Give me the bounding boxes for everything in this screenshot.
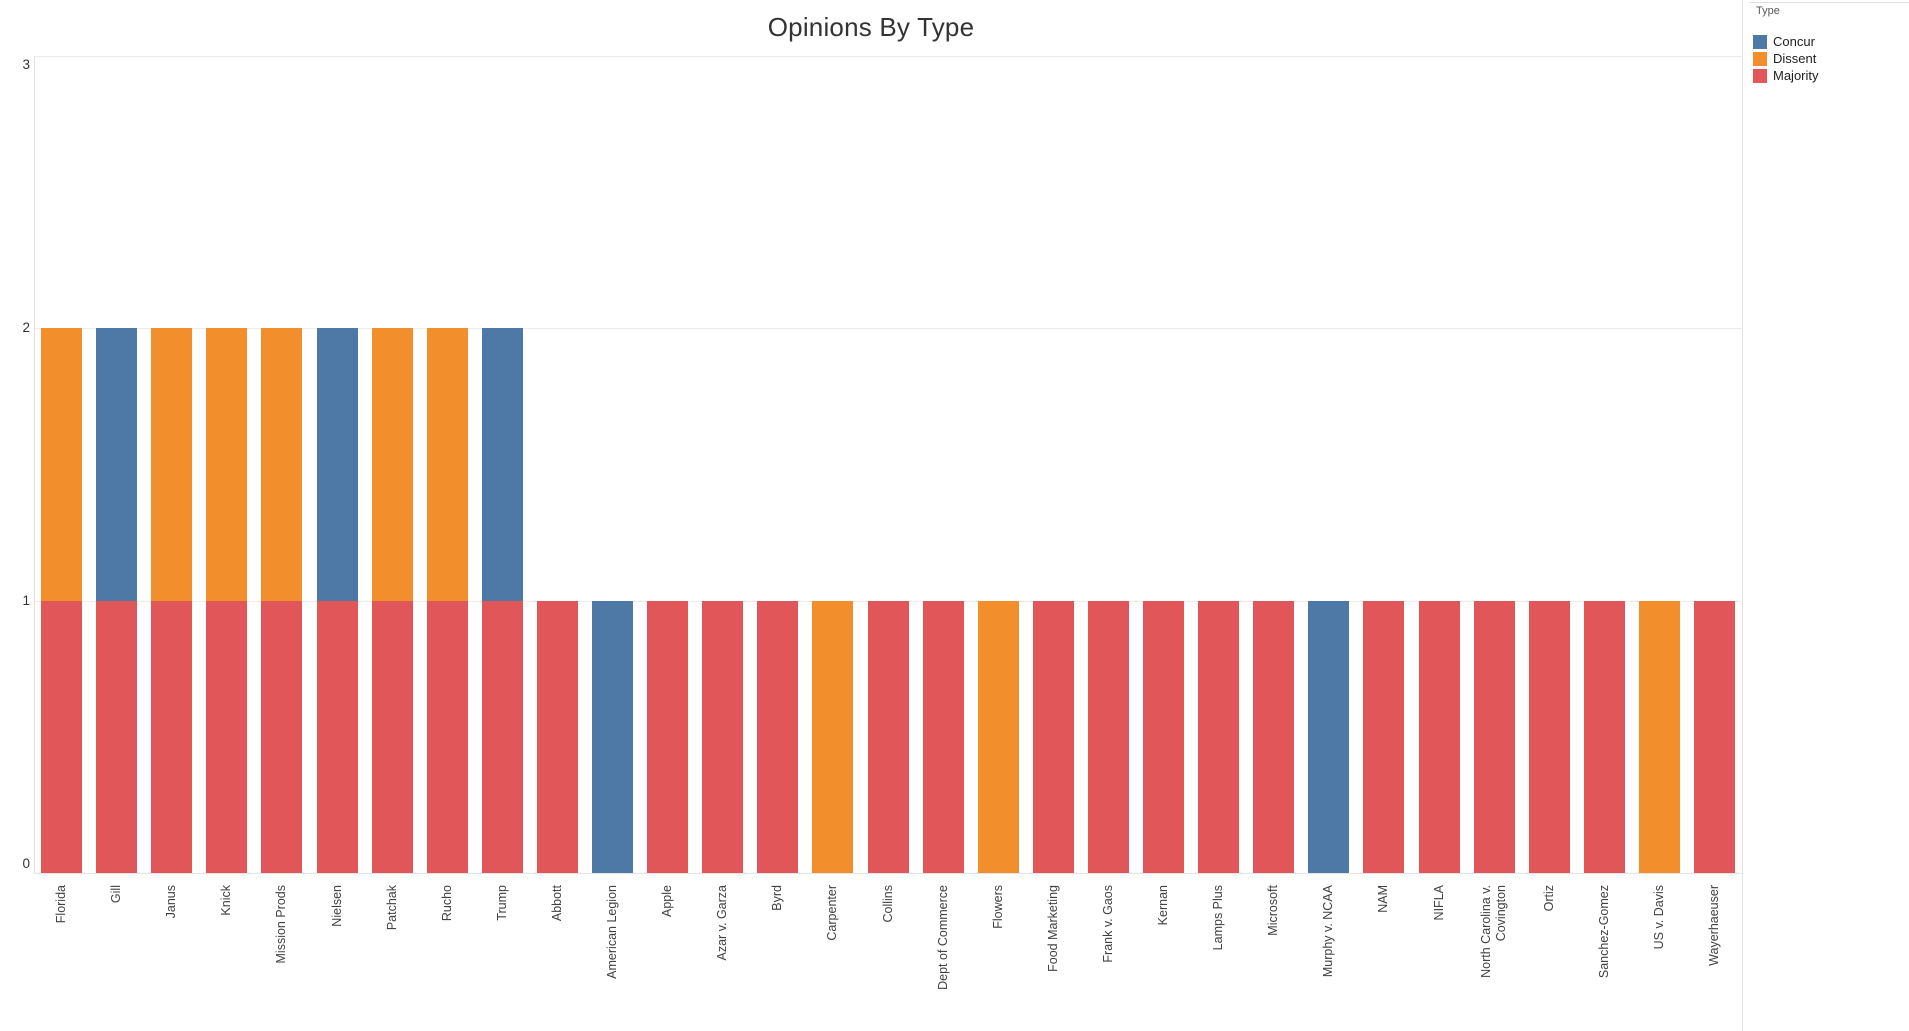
x-tick-label-gill[interactable]: Gill — [109, 885, 124, 904]
legend-item-majority[interactable]: Majority — [1753, 67, 1819, 84]
bar-wayerhaeuser-majority[interactable] — [1694, 600, 1735, 873]
bar-azar-v-garza-majority[interactable] — [702, 600, 744, 873]
bar-janus-dissent[interactable] — [151, 328, 193, 601]
bar-patchak-dissent[interactable] — [371, 328, 413, 601]
legend-swatch-dissent — [1753, 51, 1767, 66]
x-tick-label-janus[interactable]: Janus — [164, 885, 179, 919]
bar-frank-v-gaos-majority[interactable] — [1087, 600, 1129, 873]
x-tick-label-patchak[interactable]: Patchak — [384, 885, 399, 931]
bar-sanchez-gomez-majority[interactable] — [1583, 600, 1625, 873]
legend-card-border — [1749, 2, 1909, 3]
bar-microsoft-majority[interactable] — [1253, 600, 1295, 873]
gridline-y-2 — [34, 328, 1742, 330]
x-tick-label-kernan[interactable]: Kernan — [1156, 885, 1170, 926]
legend-swatch-concur — [1753, 34, 1767, 49]
legend-label-concur: Concur — [1773, 34, 1815, 49]
x-tick-label-murphy-v-ncaa[interactable]: Murphy v. NCAA — [1321, 885, 1336, 978]
bar-rucho-dissent[interactable] — [426, 328, 468, 601]
x-tick-label-mission-prods[interactable]: Mission Prods — [274, 885, 289, 964]
bar-knick-majority[interactable] — [206, 600, 248, 873]
bar-murphy-v-ncaa-concur[interactable] — [1308, 600, 1350, 873]
x-tick-label-wayerhaeuser[interactable]: Wayerhaeuser — [1707, 885, 1721, 966]
x-tick-label-sanchez-gomez[interactable]: Sanchez-Gomez — [1596, 885, 1611, 979]
x-tick-label-lamps-plus[interactable]: Lamps Plus — [1211, 885, 1226, 951]
bar-gill-majority[interactable] — [96, 600, 138, 873]
x-tick-label-rucho[interactable]: Rucho — [439, 885, 454, 922]
bar-kernan-majority[interactable] — [1143, 600, 1184, 873]
legend-item-concur[interactable]: Concur — [1753, 33, 1815, 50]
x-tick-label-knick[interactable]: Knick — [219, 885, 234, 916]
x-tick-label-apple[interactable]: Apple — [660, 885, 675, 917]
x-tick-label-frank-v-gaos[interactable]: Frank v. Gaos — [1100, 885, 1115, 963]
bar-patchak-majority[interactable] — [371, 600, 413, 873]
bar-florida-dissent[interactable] — [41, 328, 82, 601]
bar-nifla-majority[interactable] — [1418, 600, 1460, 873]
x-tick-label-collins[interactable]: Collins — [880, 885, 895, 923]
bar-nielsen-majority[interactable] — [316, 600, 358, 873]
legend-panel: Type Concur Dissent Majority — [1742, 0, 1909, 1031]
bar-food-marketing-majority[interactable] — [1032, 600, 1074, 873]
bar-us-v-davis-dissent[interactable] — [1638, 600, 1680, 873]
bar-mission-prods-majority[interactable] — [261, 600, 303, 873]
legend-item-dissent[interactable]: Dissent — [1753, 50, 1816, 67]
bar-knick-dissent[interactable] — [206, 328, 248, 601]
bar-collins-majority[interactable] — [867, 600, 909, 873]
gridline-y-3 — [34, 56, 1742, 57]
bar-nam-majority[interactable] — [1363, 600, 1405, 873]
x-tick-label-north-carolina-v-covington[interactable]: North Carolina v. Covington — [1479, 885, 1509, 978]
x-tick-label-byrd[interactable]: Byrd — [770, 885, 785, 911]
x-axis-line — [34, 873, 1742, 874]
bar-ortiz-majority[interactable] — [1528, 600, 1570, 873]
y-tick-label-3: 3 — [22, 57, 30, 72]
chart-title: Opinions By Type — [767, 12, 975, 42]
x-tick-label-food-marketing[interactable]: Food Marketing — [1045, 885, 1060, 972]
bar-trump-concur[interactable] — [481, 328, 523, 601]
x-tick-label-american-legion[interactable]: American Legion — [605, 885, 619, 979]
x-tick-label-nielsen[interactable]: Nielsen — [329, 885, 344, 927]
bar-gill-concur[interactable] — [96, 328, 138, 601]
bar-trump-majority[interactable] — [481, 600, 523, 873]
legend-label-majority: Majority — [1773, 68, 1819, 83]
x-tick-label-flowers[interactable]: Flowers — [990, 885, 1005, 929]
x-tick-label-nifla[interactable]: NIFLA — [1431, 885, 1446, 921]
bar-carpenter-dissent[interactable] — [812, 600, 854, 873]
x-tick-label-nam[interactable]: NAM — [1376, 885, 1391, 913]
bar-rucho-majority[interactable] — [426, 600, 468, 873]
bar-north-carolina-v-covington-majority[interactable] — [1473, 600, 1515, 873]
bar-apple-majority[interactable] — [647, 600, 689, 873]
x-tick-label-trump[interactable]: Trump — [494, 885, 509, 921]
bar-flowers-dissent[interactable] — [977, 600, 1019, 873]
legend-swatch-majority — [1753, 68, 1767, 83]
y-tick-label-0: 0 — [22, 856, 30, 871]
x-tick-label-abbott[interactable]: Abbott — [549, 885, 564, 922]
y-tick-label-2: 2 — [22, 320, 30, 336]
x-tick-label-ortiz[interactable]: Ortiz — [1541, 885, 1556, 912]
y-axis-line — [34, 56, 35, 873]
legend-title: Type — [1756, 5, 1780, 17]
bar-american-legion-concur[interactable] — [592, 600, 633, 873]
bar-abbott-majority[interactable] — [536, 600, 578, 873]
bar-dept-of-commerce-majority[interactable] — [922, 600, 964, 873]
bar-lamps-plus-majority[interactable] — [1198, 600, 1240, 873]
bar-nielsen-concur[interactable] — [316, 328, 358, 601]
legend-label-dissent: Dissent — [1773, 51, 1817, 66]
bar-florida-majority[interactable] — [41, 600, 82, 873]
bar-mission-prods-dissent[interactable] — [261, 328, 303, 601]
bar-byrd-majority[interactable] — [757, 600, 799, 873]
x-tick-label-us-v-davis[interactable]: US v. Davis — [1651, 885, 1666, 950]
x-tick-label-azar-v-garza[interactable]: Azar v. Garza — [715, 885, 730, 961]
x-tick-label-carpenter[interactable]: Carpenter — [825, 885, 840, 941]
bar-janus-majority[interactable] — [151, 600, 193, 873]
x-tick-label-florida[interactable]: Florida — [54, 885, 68, 924]
x-tick-label-dept-of-commerce[interactable]: Dept of Commerce — [935, 885, 950, 990]
x-tick-label-microsoft[interactable]: Microsoft — [1266, 885, 1281, 936]
y-tick-label-1: 1 — [22, 592, 30, 608]
